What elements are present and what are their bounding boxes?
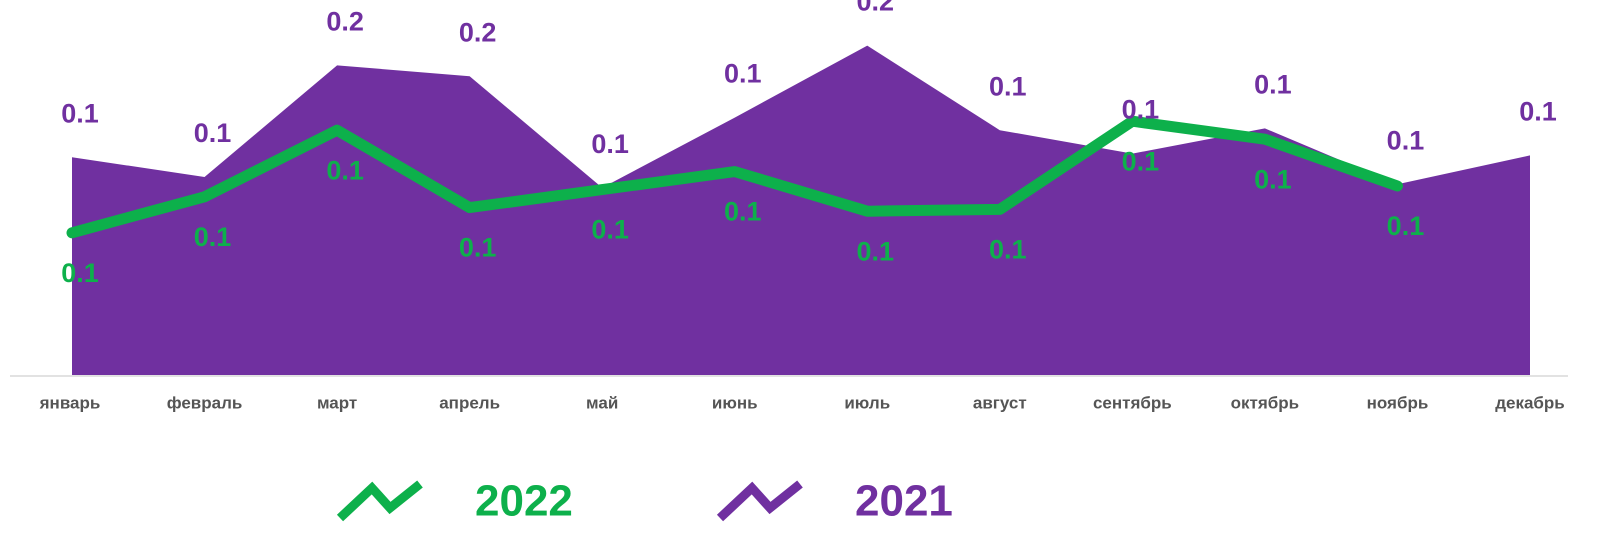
value-label: 0.1	[1387, 211, 1425, 241]
value-label: 0.1	[1254, 164, 1292, 194]
value-label: 0.1	[856, 236, 894, 266]
x-tick-label: сентябрь	[1093, 393, 1172, 412]
value-label: 0.2	[326, 7, 364, 37]
legend-label: 2022	[475, 477, 573, 526]
x-tick-label: август	[973, 393, 1027, 412]
value-label: 0.1	[591, 215, 629, 245]
value-label: 0.1	[194, 222, 232, 252]
value-label: 0.1	[1387, 125, 1425, 155]
area	[72, 45, 1530, 375]
legend-label: 2021	[855, 477, 953, 526]
legend-item: 2022	[336, 477, 573, 526]
value-label: 0.1	[194, 118, 232, 148]
value-label: 0.1	[989, 235, 1027, 265]
x-tick-label: июль	[844, 393, 890, 412]
value-label: 0.1	[989, 71, 1027, 101]
legend-item: 2021	[716, 477, 953, 526]
x-tick-label: март	[317, 393, 357, 412]
value-label: 0.1	[591, 129, 629, 159]
value-label: 0.1	[1254, 70, 1292, 100]
value-label: 0.1	[1122, 95, 1160, 125]
value-label: 0.2	[459, 17, 497, 47]
x-tick-label: декабрь	[1495, 393, 1565, 412]
x-tick-label: февраль	[167, 393, 243, 412]
x-tick-label: июнь	[712, 393, 758, 412]
legend-symbol	[716, 480, 803, 522]
value-label: 0.1	[724, 197, 762, 227]
value-label: 0.1	[326, 155, 364, 185]
x-tick-label: октябрь	[1231, 393, 1299, 412]
value-label: 0.1	[61, 98, 99, 128]
legend-symbol	[336, 480, 423, 522]
value-label: 0.1	[459, 233, 497, 263]
value-label: 0.1	[1519, 97, 1557, 127]
line	[66, 115, 1403, 239]
x-tick-label: май	[586, 393, 618, 412]
value-label: 0.1	[61, 258, 99, 288]
value-label: 0.1	[1122, 146, 1160, 176]
x-tick-label: апрель	[439, 393, 500, 412]
x-tick-label: ноябрь	[1367, 393, 1429, 412]
value-label: 0.1	[724, 59, 762, 89]
value-label: 0.2	[856, 0, 894, 17]
x-tick-label: январь	[39, 393, 101, 412]
